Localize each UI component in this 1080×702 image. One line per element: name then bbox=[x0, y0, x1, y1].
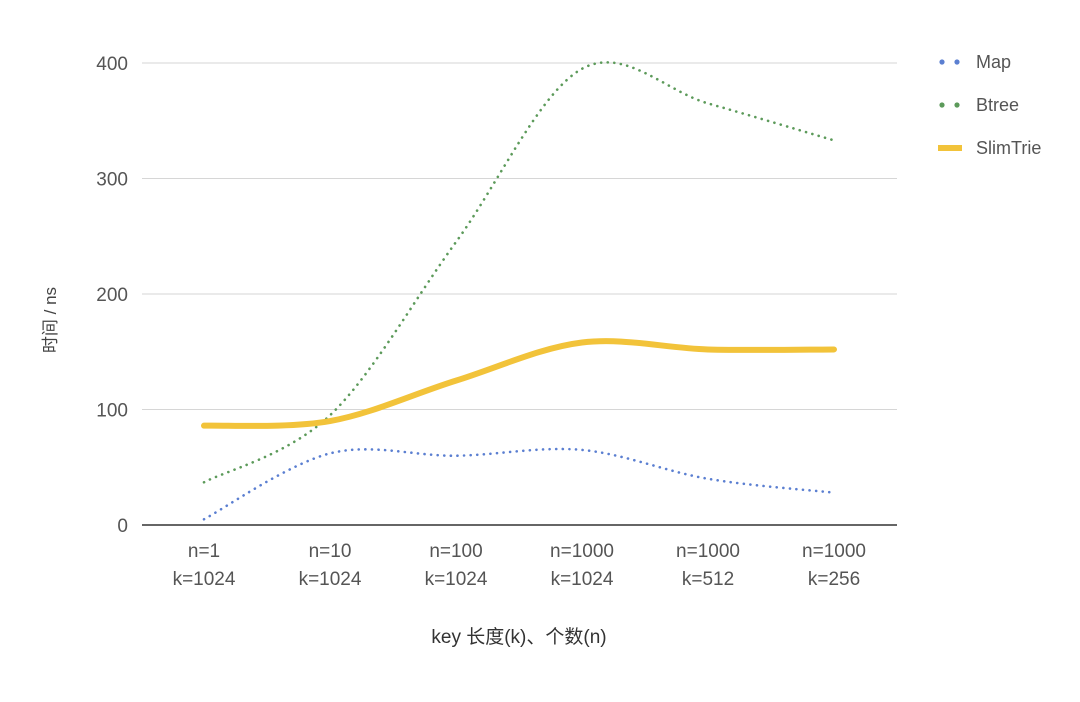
y-axis-label: 时间 / ns bbox=[41, 287, 60, 353]
legend-marker-map bbox=[939, 59, 945, 65]
x-tick-label: n=10 k=1024 bbox=[299, 541, 362, 590]
series-line-map bbox=[202, 447, 836, 521]
x-tick-label: n=1000 k=512 bbox=[676, 541, 740, 590]
x-tick-label: n=100 k=1024 bbox=[425, 541, 488, 590]
x-axis-label: key 长度(k)、个数(n) bbox=[431, 626, 606, 648]
y-tick-label: 300 bbox=[96, 170, 128, 191]
legend-marker-btree bbox=[939, 102, 945, 108]
y-tick-label: 200 bbox=[96, 285, 128, 306]
y-tick-label: 400 bbox=[96, 54, 128, 75]
legend-label-map: Map bbox=[976, 52, 1011, 72]
gridlines bbox=[142, 62, 897, 410]
legend-label-slimtrie: SlimTrie bbox=[976, 138, 1041, 158]
x-tick-label: n=1000 k=256 bbox=[802, 541, 866, 590]
y-tick-label: 0 bbox=[117, 516, 128, 537]
x-tick-label: n=1000 k=1024 bbox=[550, 541, 614, 590]
series-line-btree bbox=[202, 61, 836, 484]
legend: Map Btree SlimTrie bbox=[938, 52, 1041, 158]
legend-label-btree: Btree bbox=[976, 95, 1019, 115]
series-line-slimtrie bbox=[201, 338, 837, 429]
legend-marker-map bbox=[954, 59, 960, 65]
x-tick-label: n=1 k=1024 bbox=[173, 541, 236, 590]
legend-marker-btree bbox=[954, 102, 960, 108]
tick-labels: 0 100 200 300 400 n=1 k=1024 n=10 k=1024 n=100 k=1… bbox=[96, 54, 866, 590]
series-lines bbox=[201, 61, 837, 521]
y-tick-label: 100 bbox=[96, 401, 128, 422]
